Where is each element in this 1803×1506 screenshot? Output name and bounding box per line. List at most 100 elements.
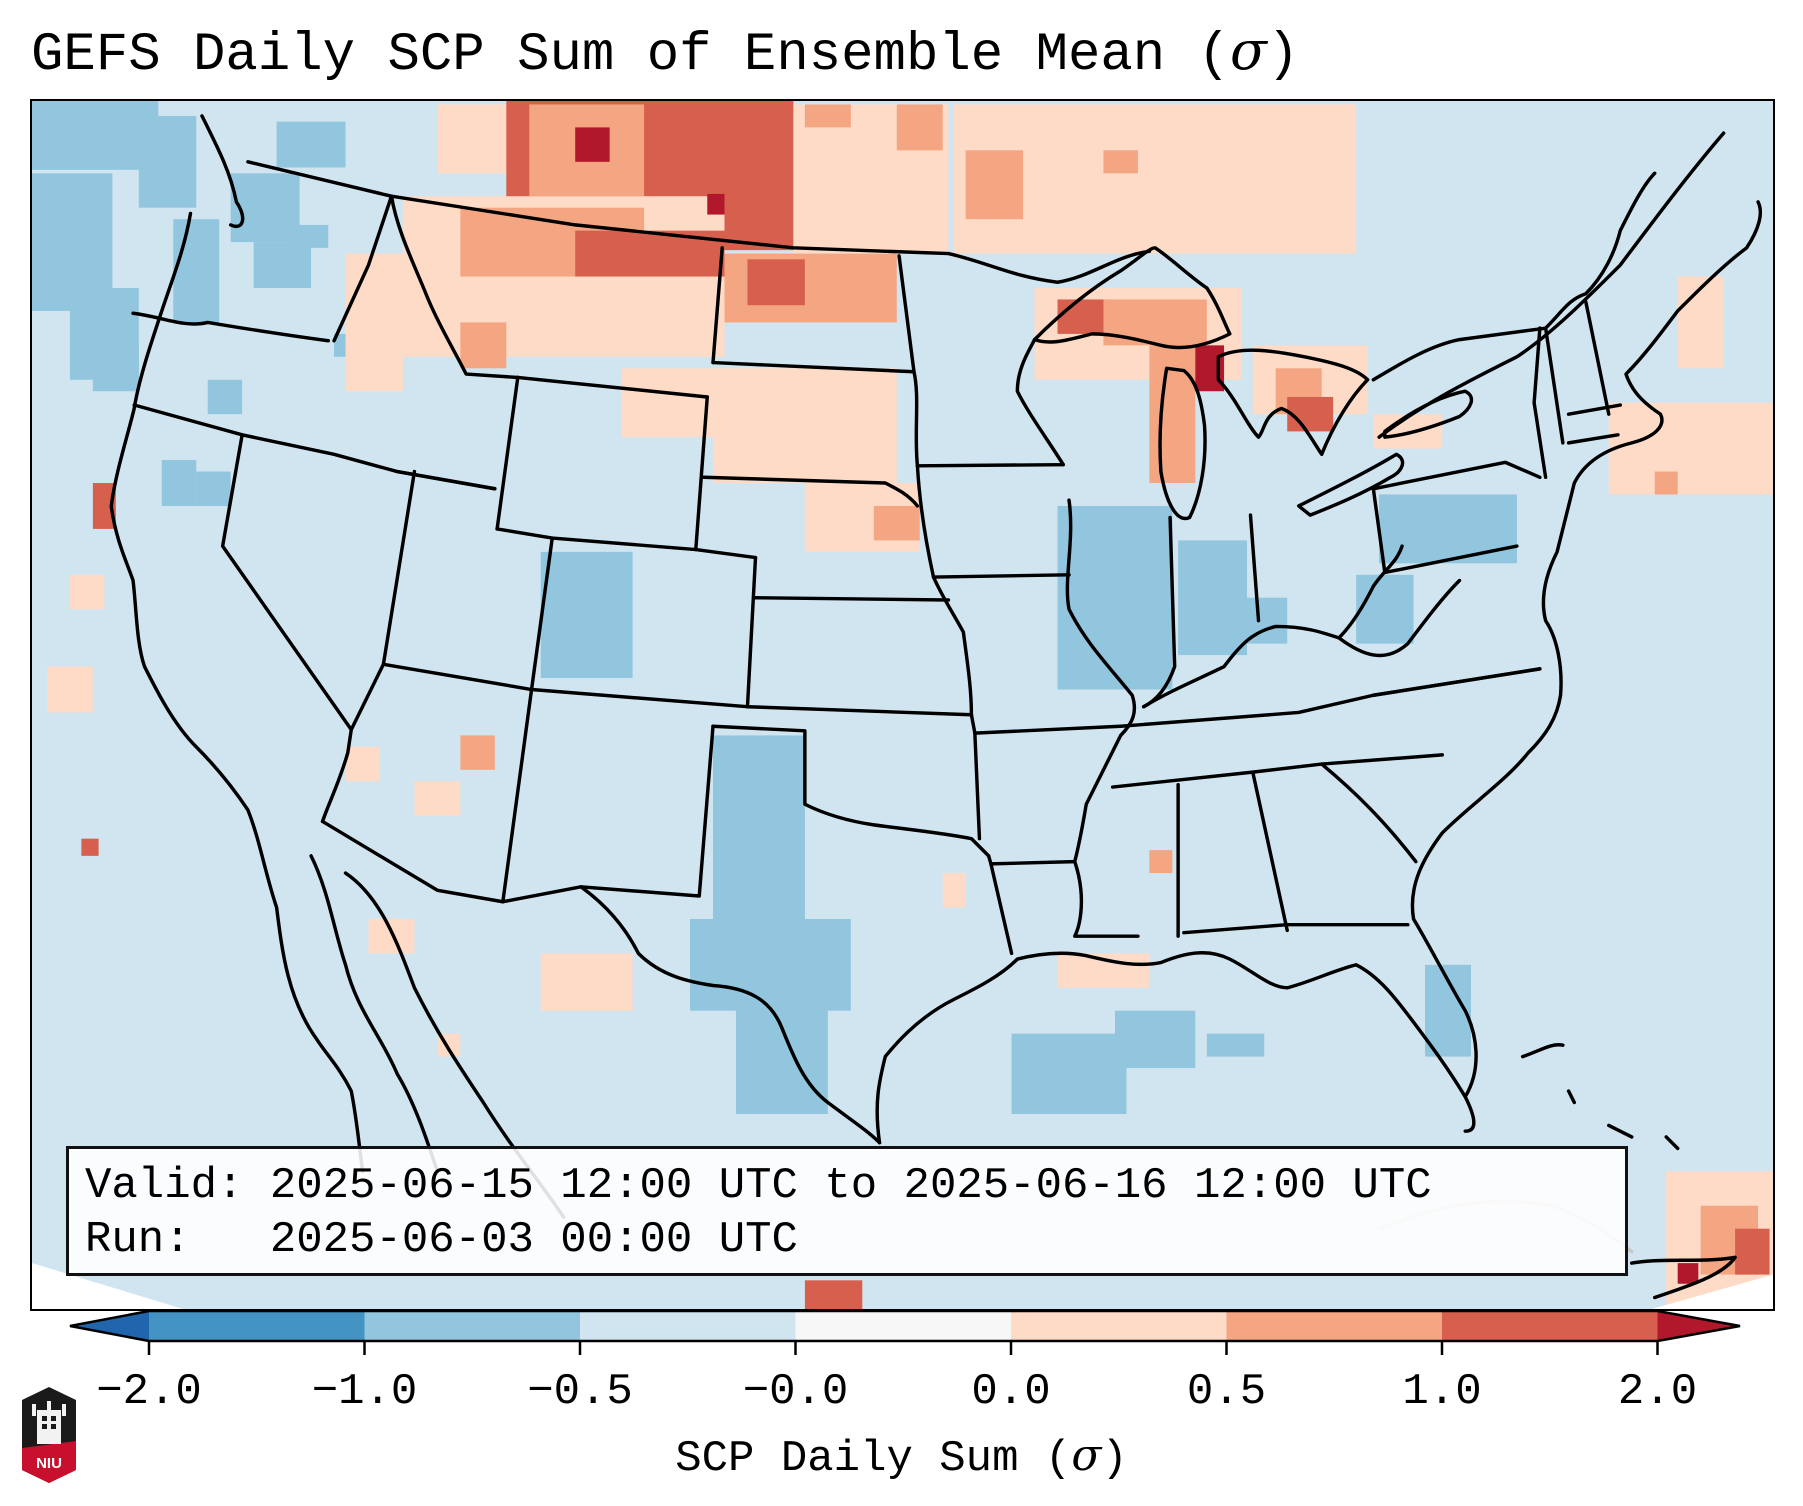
- vt-nh-border: [1543, 326, 1565, 445]
- co-ks-border: [745, 555, 758, 709]
- ut-az-border: [381, 662, 534, 692]
- colorbar: [69, 1309, 1741, 1355]
- ks-ok-border: [745, 705, 974, 717]
- anomaly-cell: [46, 666, 93, 713]
- ia-mo-border: [931, 573, 1071, 579]
- ca-nv-border: [220, 433, 353, 824]
- anomaly-cell: [345, 746, 380, 782]
- anomaly-cell: [1206, 1033, 1265, 1057]
- wy-ne-border: [694, 395, 709, 552]
- ohio-river: [1141, 544, 1404, 709]
- nv-az-border: [349, 662, 386, 732]
- wi-border: [1015, 337, 1066, 467]
- lake-erie: [1296, 452, 1405, 517]
- anomaly-cell: [69, 574, 105, 610]
- anomaly-cell: [804, 1280, 863, 1309]
- colorbar-bin: [149, 1311, 366, 1341]
- valid-run-infobox: Valid: 2025-06-15 12:00 UTC to 2025-06-1…: [66, 1146, 1628, 1276]
- va-nc-border: [1371, 667, 1542, 697]
- anomaly-cell: [276, 121, 346, 168]
- anomaly-cell: [1608, 402, 1773, 495]
- anomaly-cell: [32, 101, 159, 170]
- nm-tx-border: [501, 724, 715, 904]
- ar-la-border: [989, 859, 1077, 866]
- lake-ontario: [1383, 389, 1474, 439]
- us-canada-border-east: [946, 249, 1152, 284]
- anomaly-cell: [293, 224, 329, 248]
- map-panel: [30, 99, 1775, 1311]
- anomaly-cell: [207, 379, 243, 415]
- al-ga-border: [1251, 770, 1289, 933]
- id-mt-border: [389, 194, 520, 380]
- anomaly-cell: [735, 999, 828, 1114]
- colorbar-tick-label: 2.0: [1617, 1367, 1698, 1417]
- run-label: Run:: [85, 1215, 191, 1265]
- anomaly-cell: [621, 368, 714, 438]
- map-background: [32, 101, 1773, 1309]
- anomaly-cell: [873, 505, 920, 541]
- colorbar-bin: [795, 1311, 1012, 1341]
- sd-ne-border: [702, 475, 920, 508]
- anomaly-cell: [690, 918, 851, 1011]
- rio-grande: [579, 885, 882, 1145]
- tn-south-border: [1110, 753, 1444, 789]
- colorbar-label-text: SCP Daily Sum (: [675, 1434, 1072, 1484]
- anomaly-cell: [1149, 850, 1173, 874]
- anomaly-cell: [707, 193, 725, 215]
- mn-ia-border: [915, 462, 1066, 468]
- anomaly-cell: [804, 104, 851, 128]
- ny-vt-border: [1532, 326, 1548, 480]
- valid-label: Valid:: [85, 1161, 244, 1211]
- la-east-border: [986, 854, 1140, 956]
- bahamas: [1520, 1043, 1680, 1151]
- anomaly-cell: [1103, 299, 1207, 346]
- anomaly-cell: [1287, 396, 1334, 432]
- st-lawrence: [1377, 131, 1726, 439]
- anomaly-cell: [414, 781, 461, 816]
- colorbar-bin: [1226, 1311, 1443, 1341]
- id-wy-border: [495, 375, 520, 531]
- wa-or-border: [131, 311, 331, 343]
- anomaly-cell: [253, 242, 312, 288]
- colorbar-bin: [1442, 1311, 1659, 1341]
- anomaly-cell: [1735, 1228, 1770, 1275]
- ga-sc-border: [1319, 762, 1418, 864]
- wa-id-border: [332, 194, 394, 343]
- mo-ar-border: [973, 724, 1123, 735]
- outside-projection-right: [1651, 1274, 1773, 1309]
- anomaly-cell: [747, 259, 805, 306]
- anomaly-cell: [1654, 471, 1678, 495]
- niu-logo-text: NIU: [36, 1455, 62, 1472]
- az-nm-border: [501, 687, 534, 904]
- anomaly-cell: [1103, 150, 1138, 174]
- colorbar-bin: [580, 1311, 797, 1341]
- anomaly-cell: [345, 253, 403, 392]
- anomaly-cell: [552, 574, 622, 644]
- mason-dixon: [1383, 544, 1519, 575]
- ut-co-border: [529, 536, 554, 692]
- anomaly-cell: [161, 460, 197, 506]
- ga-fl-border: [1182, 922, 1410, 935]
- title-sigma: σ: [1230, 19, 1267, 82]
- title-close: ): [1266, 25, 1300, 86]
- ok-tx-panhandle: [711, 724, 991, 858]
- missouri-river: [915, 464, 974, 717]
- anomaly-cell: [1114, 1010, 1196, 1069]
- anomaly-cell: [1677, 276, 1724, 369]
- anomaly-cell: [965, 150, 1024, 220]
- anomaly-map: [32, 101, 1773, 1309]
- mississippi-river: [1065, 498, 1137, 864]
- co-nm-border: [529, 687, 750, 709]
- mn-west-border: [897, 254, 920, 468]
- anomaly-cell: [1011, 1033, 1127, 1114]
- niu-logo: NIU: [22, 1387, 76, 1483]
- anomaly-cells: [32, 101, 1773, 1309]
- pa-ny-border: [1371, 460, 1542, 491]
- anomaly-cell: [575, 127, 610, 162]
- anomaly-cell: [81, 838, 99, 856]
- colorbar-extend-low: [70, 1311, 149, 1341]
- valid-line: Valid: 2025-06-15 12:00 UTC to 2025-06-1…: [85, 1161, 1432, 1211]
- anomaly-cell: [92, 483, 116, 529]
- anomaly-cell: [713, 368, 897, 484]
- anomaly-cell: [1057, 505, 1173, 690]
